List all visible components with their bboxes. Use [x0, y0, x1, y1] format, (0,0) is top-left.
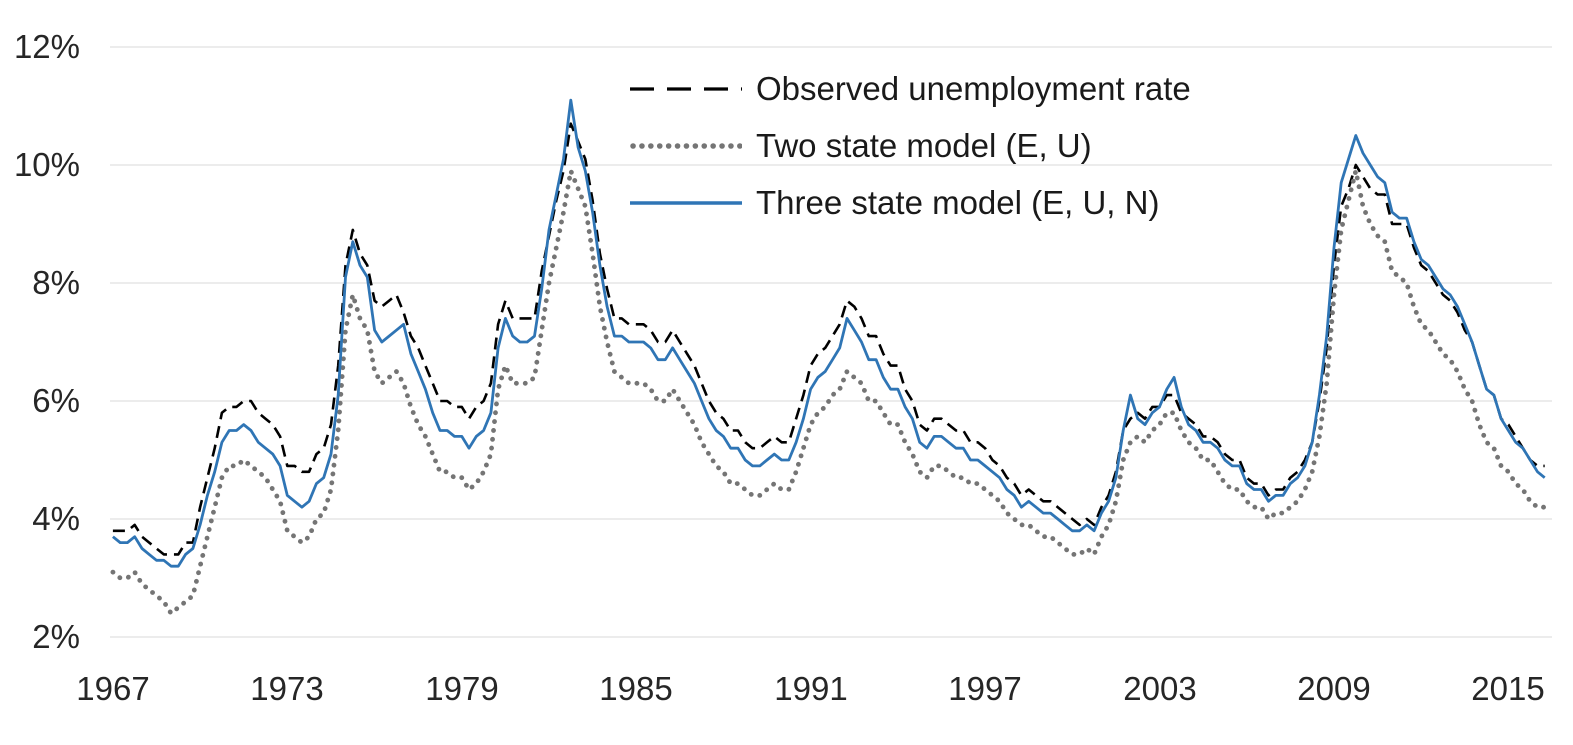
y-axis-tick-label: 12%	[13, 28, 80, 65]
x-axis-tick-label: 1967	[76, 670, 150, 707]
legend-label-two-state: Two state model (E, U)	[756, 127, 1092, 164]
legend-label-observed: Observed unemployment rate	[756, 70, 1191, 107]
x-axis-tick-label: 2003	[1123, 670, 1197, 707]
y-axis-tick-label: 8%	[32, 264, 80, 301]
y-axis-tick-label: 10%	[13, 146, 80, 183]
series-line-solid	[112, 98, 1546, 568]
dashed-line-icon	[630, 87, 742, 91]
x-axis-tick-label: 1991	[774, 670, 848, 707]
legend-item-two-state: Two state model (E, U)	[630, 121, 1191, 171]
legend-item-three-state: Three state model (E, U, N)	[630, 178, 1191, 228]
solid-line-icon	[630, 201, 742, 205]
legend-item-observed: Observed unemployment rate	[630, 64, 1191, 114]
y-axis: 2% 4% 6% 8% 10% 12%	[0, 0, 88, 745]
x-axis-tick-label: 1985	[599, 670, 673, 707]
legend: Observed unemployment rate Two state mod…	[630, 64, 1191, 228]
series-line-dotted	[110, 168, 1548, 616]
y-axis-tick-label: 4%	[32, 500, 80, 537]
series-line-dashed	[112, 122, 1545, 556]
x-axis: 1967 1973 1979 1985 1991 1997 2003 2009 2015	[0, 670, 1573, 716]
x-axis-tick-label: 1973	[250, 670, 324, 707]
x-axis-tick-label: 1979	[425, 670, 499, 707]
x-axis-tick-label: 1997	[948, 670, 1022, 707]
dotted-line-icon	[630, 143, 742, 149]
y-axis-tick-label: 2%	[32, 618, 80, 655]
x-axis-tick-label: 2015	[1471, 670, 1545, 707]
y-axis-tick-label: 6%	[32, 382, 80, 419]
x-axis-tick-label: 2009	[1297, 670, 1371, 707]
legend-label-three-state: Three state model (E, U, N)	[756, 184, 1160, 221]
